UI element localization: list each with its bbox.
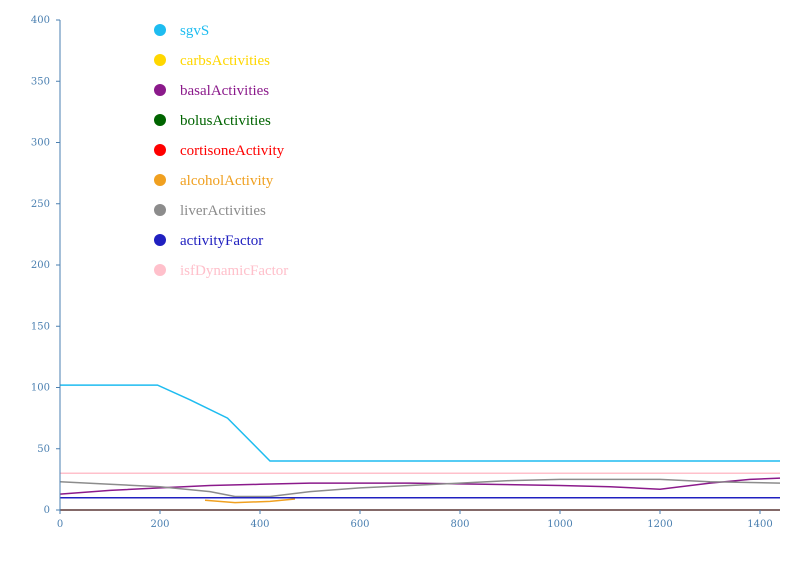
y-tick-label: 0: [44, 505, 50, 516]
legend-marker-liverActivities: [154, 204, 166, 216]
y-tick-label: 400: [31, 15, 50, 26]
legend-marker-cortisoneActivity: [154, 144, 166, 156]
legend-marker-isfDynamicFactor: [154, 264, 166, 276]
y-axis: 0 50 100 150 200 250 300 350 400: [31, 15, 61, 516]
y-tick-label: 150: [31, 321, 50, 332]
legend-marker-basalActivities: [154, 84, 166, 96]
legend-marker-activityFactor: [154, 234, 166, 246]
legend-marker-alcoholActivity: [154, 174, 166, 186]
y-tick-label: 200: [31, 260, 50, 271]
legend-label-basalActivities: basalActivities: [180, 83, 269, 99]
legend-label-sgvS: sgvS: [180, 23, 209, 39]
legend-marker-sgvS: [154, 24, 166, 36]
y-tick-label: 50: [37, 444, 50, 455]
x-tick-label: 400: [250, 519, 269, 530]
series-line-liverActivities: [59, 478, 781, 498]
legend-label-isfDynamicFactor: isfDynamicFactor: [180, 263, 288, 279]
x-axis: 0 200 400 600 800 1000 1200 1400: [57, 509, 780, 530]
series-line-sgvS: [60, 384, 780, 462]
x-tick-label: 1200: [647, 519, 672, 530]
legend-marker-bolusActivities: [154, 114, 166, 126]
legend: sgvS carbsActivities basalActivities bolusA…: [154, 23, 288, 279]
legend-label-alcoholActivity: alcoholActivity: [180, 173, 274, 189]
series-line-alcoholActivity: [204, 498, 296, 504]
x-tick-label: 800: [450, 519, 469, 530]
legend-label-activityFactor: activityFactor: [180, 233, 263, 249]
legend-label-bolusActivities: bolusActivities: [180, 113, 271, 129]
lines-group: [59, 384, 781, 511]
legend-label-carbsActivities: carbsActivities: [180, 53, 270, 69]
x-tick-label: 0: [57, 519, 63, 530]
y-tick-label: 250: [31, 199, 50, 210]
legend-marker-carbsActivities: [154, 54, 166, 66]
y-tick-label: 350: [31, 76, 50, 87]
x-tick-label: 200: [150, 519, 169, 530]
legend-label-cortisoneActivity: cortisoneActivity: [180, 143, 285, 159]
x-tick-label: 1000: [547, 519, 572, 530]
x-tick-label: 1400: [747, 519, 772, 530]
y-tick-label: 300: [31, 138, 50, 149]
x-tick-label: 600: [350, 519, 369, 530]
y-tick-label: 100: [31, 383, 50, 394]
legend-label-liverActivities: liverActivities: [180, 203, 266, 219]
